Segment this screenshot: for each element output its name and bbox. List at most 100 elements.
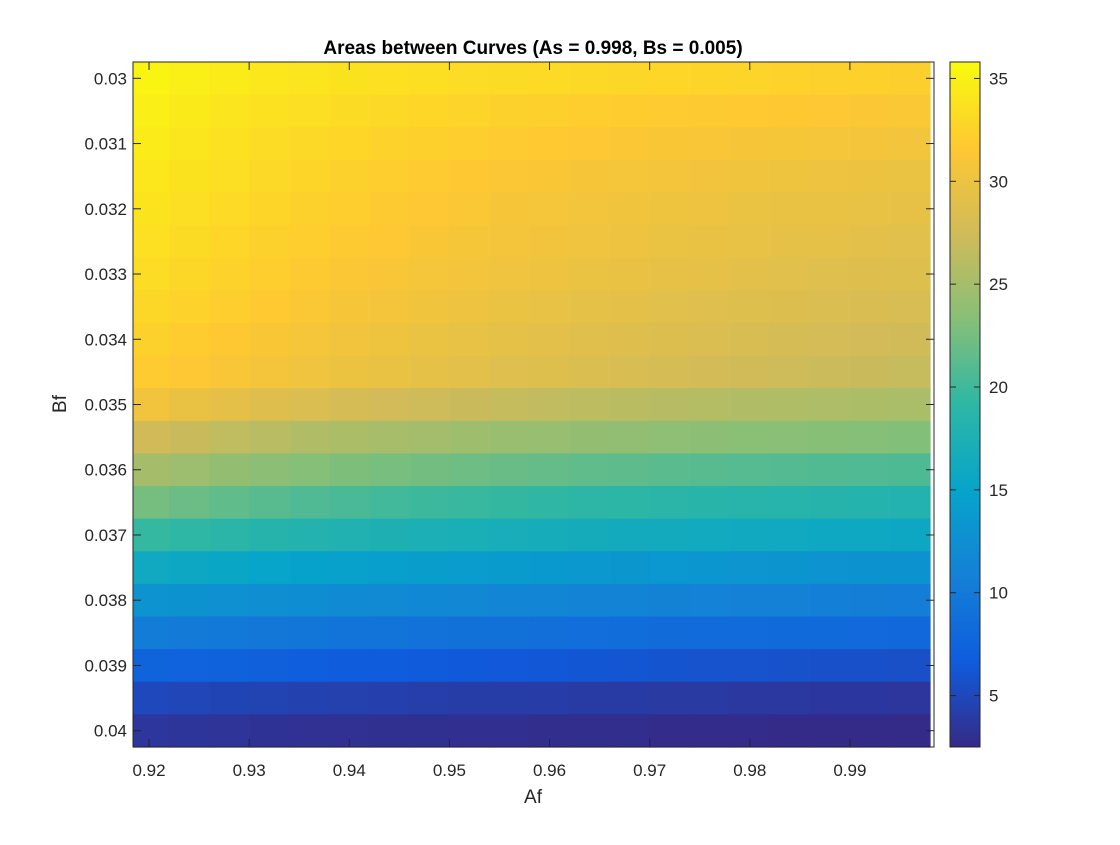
- heatmap-cell: [889, 225, 931, 259]
- heatmap-cell: [889, 486, 931, 520]
- heatmap-cell: [409, 94, 450, 128]
- colorbar-tick-label: 35: [989, 69, 1008, 88]
- heatmap-cell: [689, 94, 731, 128]
- heatmap-cell: [529, 486, 571, 520]
- heatmap-cell: [529, 127, 571, 161]
- heatmap-cell: [889, 714, 931, 748]
- heatmap-cell: [689, 322, 731, 357]
- x-tick-label: 0.97: [633, 761, 666, 780]
- heatmap-cell: [369, 290, 410, 324]
- heatmap-cell: [849, 681, 891, 715]
- heatmap-cell: [729, 486, 771, 520]
- heatmap-cell: [569, 257, 611, 291]
- heatmap-cell: [289, 518, 330, 552]
- heatmap-cell: [169, 551, 210, 585]
- heatmap-cell: [769, 388, 811, 422]
- heatmap-cell: [649, 94, 691, 128]
- heatmap-cell: [489, 290, 531, 324]
- heatmap-cell: [409, 616, 450, 650]
- heatmap-cell: [169, 714, 210, 748]
- x-tick-label: 0.92: [132, 761, 165, 780]
- heatmap-cell: [569, 388, 611, 422]
- heatmap-cell: [209, 322, 250, 357]
- heatmap-cell: [249, 681, 290, 715]
- heatmap-cell: [769, 551, 811, 585]
- heatmap-cell: [649, 420, 691, 455]
- heatmap-cell: [209, 583, 250, 618]
- heatmap-cell: [769, 225, 811, 259]
- heatmap-cell: [329, 127, 370, 161]
- heatmap-cell: [849, 649, 891, 683]
- heatmap-cell: [169, 649, 210, 683]
- heatmap-cell: [849, 62, 891, 96]
- heatmap-cell: [209, 649, 250, 683]
- heatmap-cell: [209, 225, 250, 259]
- heatmap-cell: [329, 649, 370, 683]
- heatmap-cell: [689, 355, 731, 389]
- heatmap-cell: [649, 290, 691, 324]
- heatmap-cell: [249, 486, 290, 520]
- heatmap-cell: [609, 192, 651, 226]
- heatmap-cell: [529, 225, 571, 259]
- heatmap-cell: [689, 551, 731, 585]
- heatmap-cell: [729, 518, 771, 552]
- heatmap-cell: [769, 94, 811, 128]
- heatmap-cell: [329, 616, 370, 650]
- heatmap-cell: [649, 453, 691, 487]
- heatmap-cell: [409, 290, 450, 324]
- heatmap-cell: [169, 94, 210, 128]
- heatmap-cell: [209, 486, 250, 520]
- heatmap-cell: [169, 616, 210, 650]
- heatmap-cell: [849, 551, 891, 585]
- heatmap-cell: [849, 518, 891, 552]
- heatmap-cell: [529, 453, 571, 487]
- heatmap-cell: [529, 583, 571, 618]
- heatmap-cell: [209, 355, 250, 389]
- heatmap-cell: [849, 583, 891, 618]
- heatmap-cell: [649, 714, 691, 748]
- heatmap-cell: [209, 453, 250, 487]
- heatmap-cell: [209, 127, 250, 161]
- heatmap-cell: [529, 518, 571, 552]
- heatmap-cell: [489, 225, 531, 259]
- heatmap-cell: [769, 62, 811, 96]
- heatmap-cell: [569, 290, 611, 324]
- heatmap-cell: [809, 62, 851, 96]
- heatmap-cell: [409, 225, 450, 259]
- heatmap-cell: [849, 94, 891, 128]
- heatmap-cell: [809, 583, 851, 618]
- y-tick-label: 0.04: [94, 722, 127, 741]
- heatmap-cell: [729, 681, 771, 715]
- heatmap-cell: [369, 355, 410, 389]
- heatmap-cell: [489, 62, 531, 96]
- heatmap-cell: [249, 616, 290, 650]
- heatmap-cell: [889, 420, 931, 455]
- heatmap-cell: [609, 518, 651, 552]
- heatmap-cell: [289, 322, 330, 357]
- heatmap-cell: [133, 94, 170, 128]
- heatmap-cell: [409, 62, 450, 96]
- heatmap-cell: [209, 290, 250, 324]
- heatmap-cell: [769, 192, 811, 226]
- heatmap-cell: [289, 290, 330, 324]
- heatmap-cell: [689, 127, 731, 161]
- heatmap-cell: [569, 681, 611, 715]
- heatmap-cell: [649, 159, 691, 194]
- y-axis: 0.03 0.031 0.032 0.033 0.034 0.035 0.036 0.037 0…: [84, 69, 934, 741]
- heatmap-cell: [609, 616, 651, 650]
- heatmap-cell: [689, 681, 731, 715]
- heatmap-cell: [609, 322, 651, 357]
- heatmap-cell: [289, 94, 330, 128]
- heatmap-cell: [329, 290, 370, 324]
- heatmap-cell: [569, 192, 611, 226]
- heatmap-cell: [289, 681, 330, 715]
- x-tick-label: 0.93: [233, 761, 266, 780]
- heatmap-cell: [369, 192, 410, 226]
- y-tick-label: 0.034: [84, 330, 127, 349]
- x-tick-label: 0.99: [833, 761, 866, 780]
- heatmap-cell: [569, 518, 611, 552]
- heatmap-cell: [369, 420, 410, 455]
- colorbar-tick-label: 30: [989, 172, 1008, 191]
- heatmap-cell: [769, 127, 811, 161]
